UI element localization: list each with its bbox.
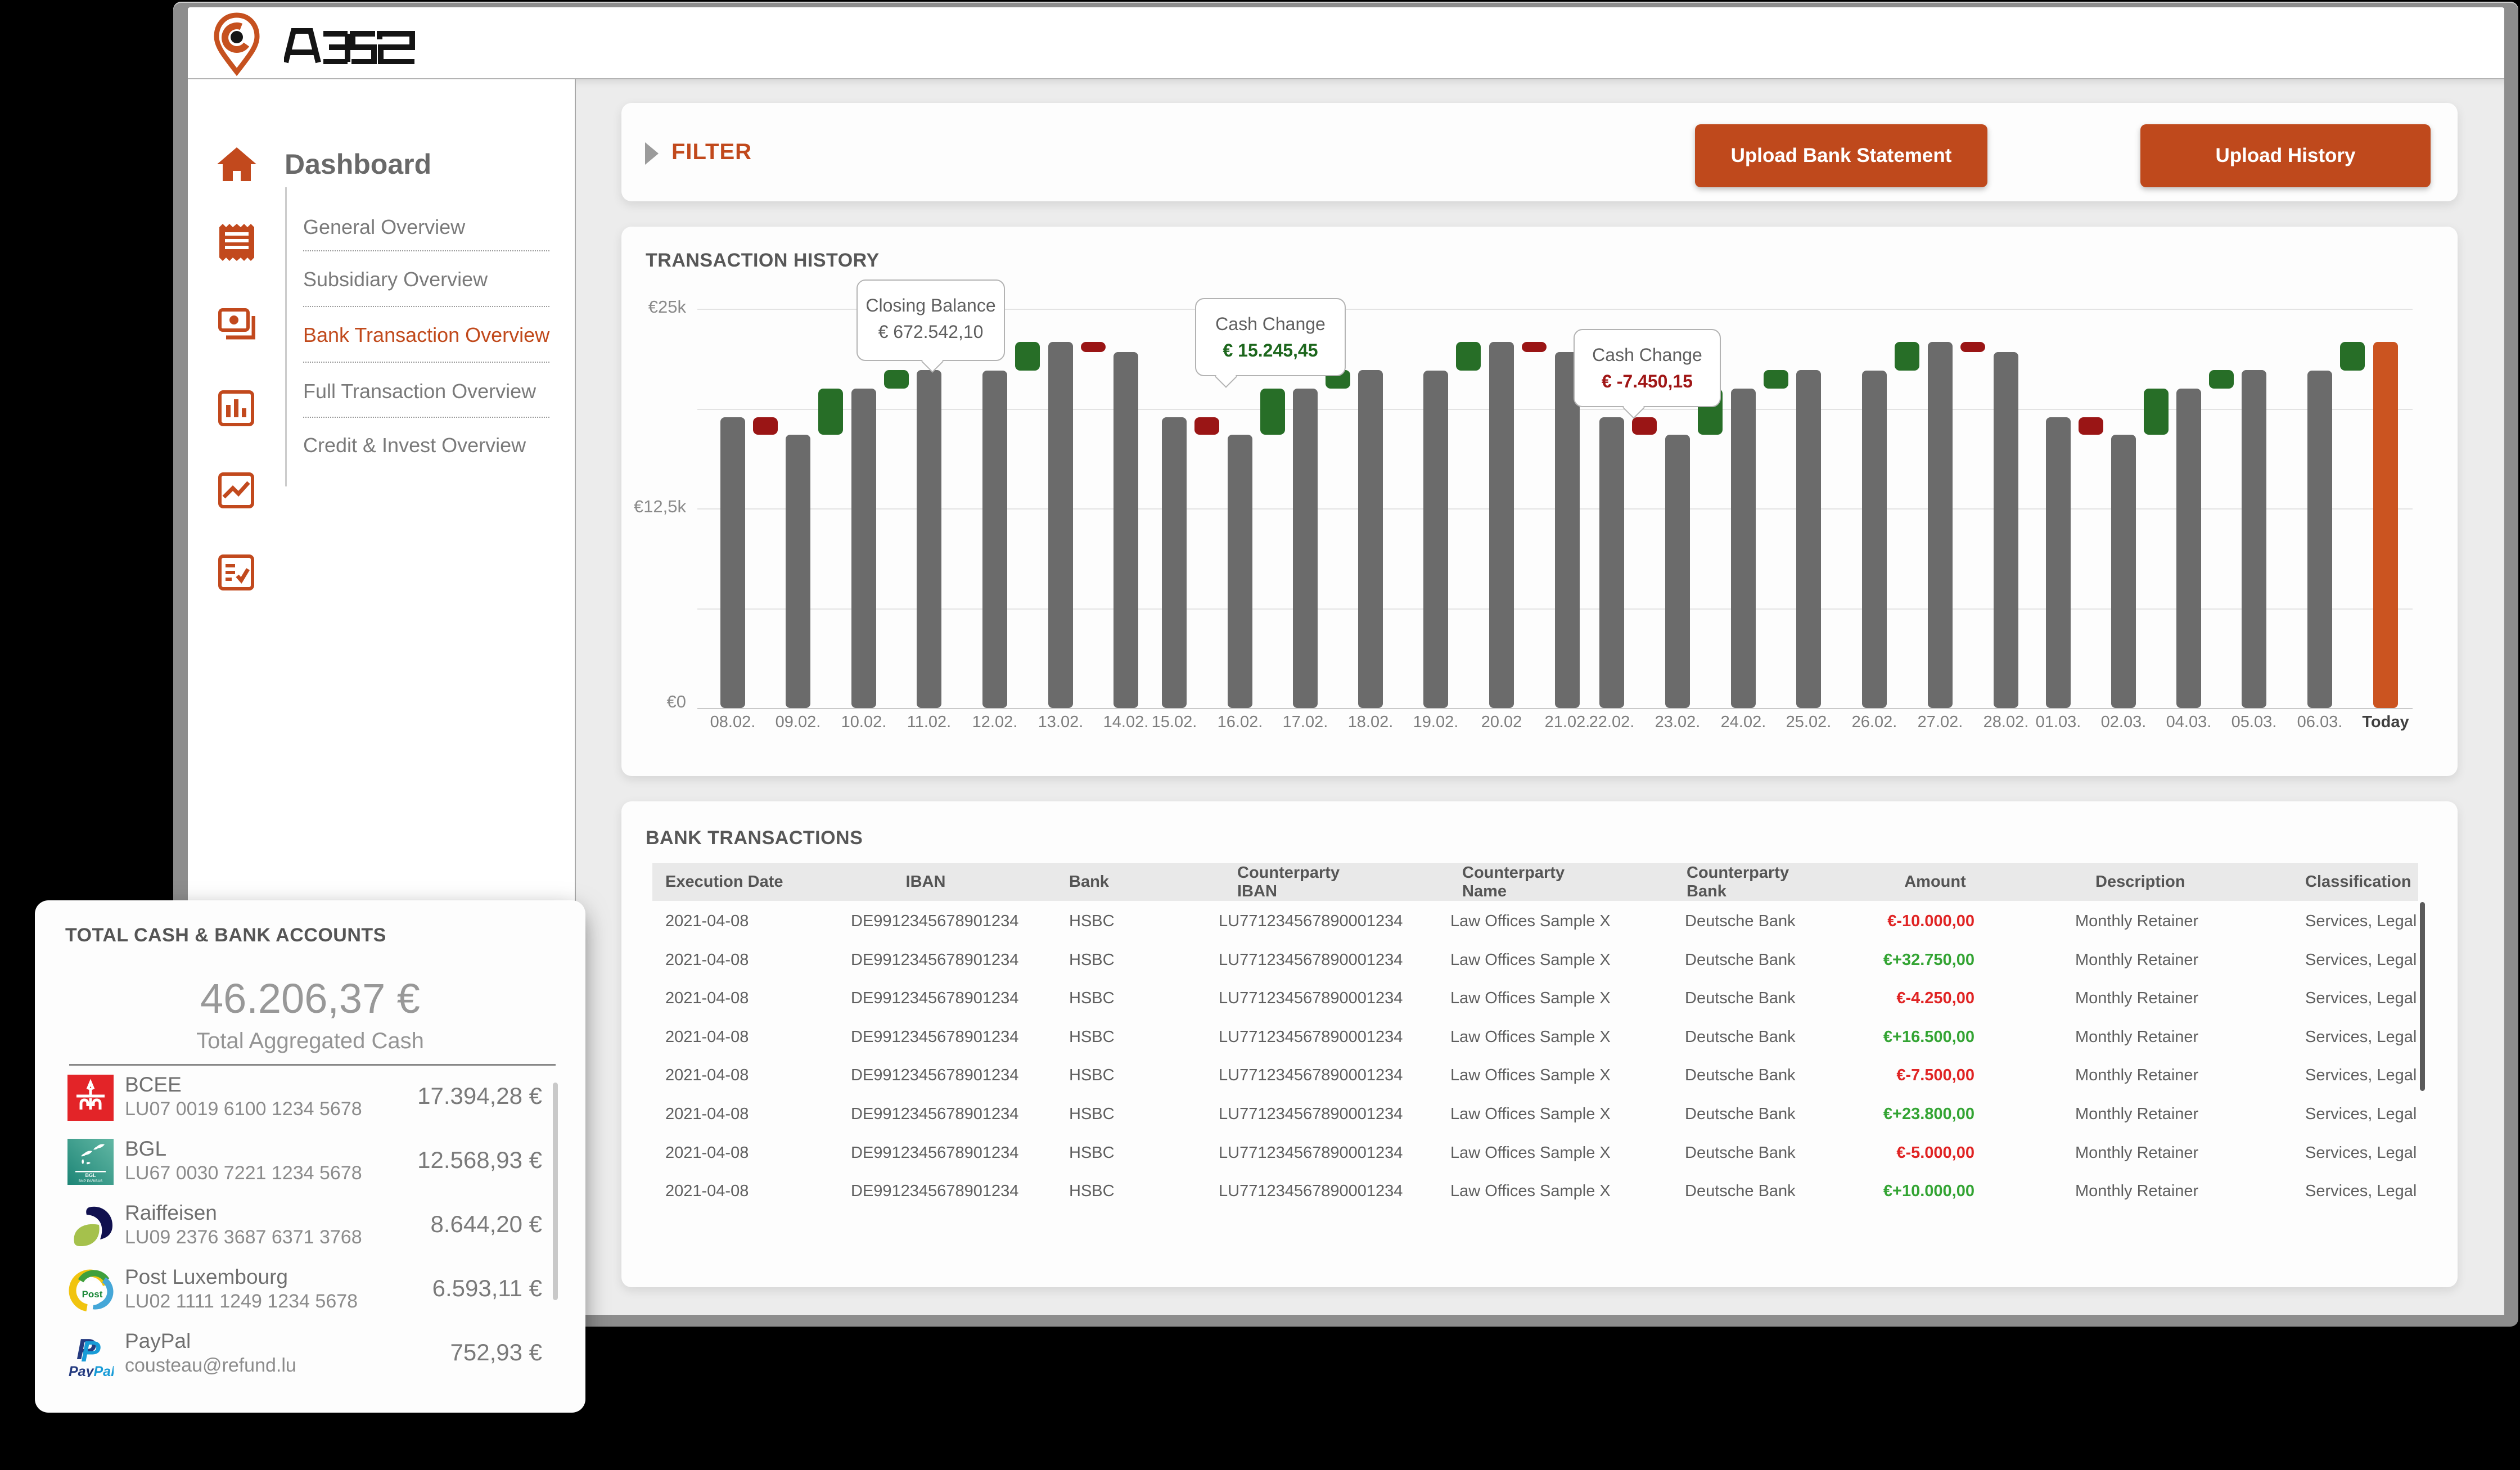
svg-text:BNP PARIBAS: BNP PARIBAS <box>79 1179 103 1183</box>
svg-text:P: P <box>76 1333 96 1366</box>
svg-text:P: P <box>81 1336 101 1368</box>
svg-text:BGL: BGL <box>85 1173 97 1178</box>
svg-text:PayPal: PayPal <box>69 1364 114 1377</box>
svg-text:Post: Post <box>82 1289 103 1300</box>
